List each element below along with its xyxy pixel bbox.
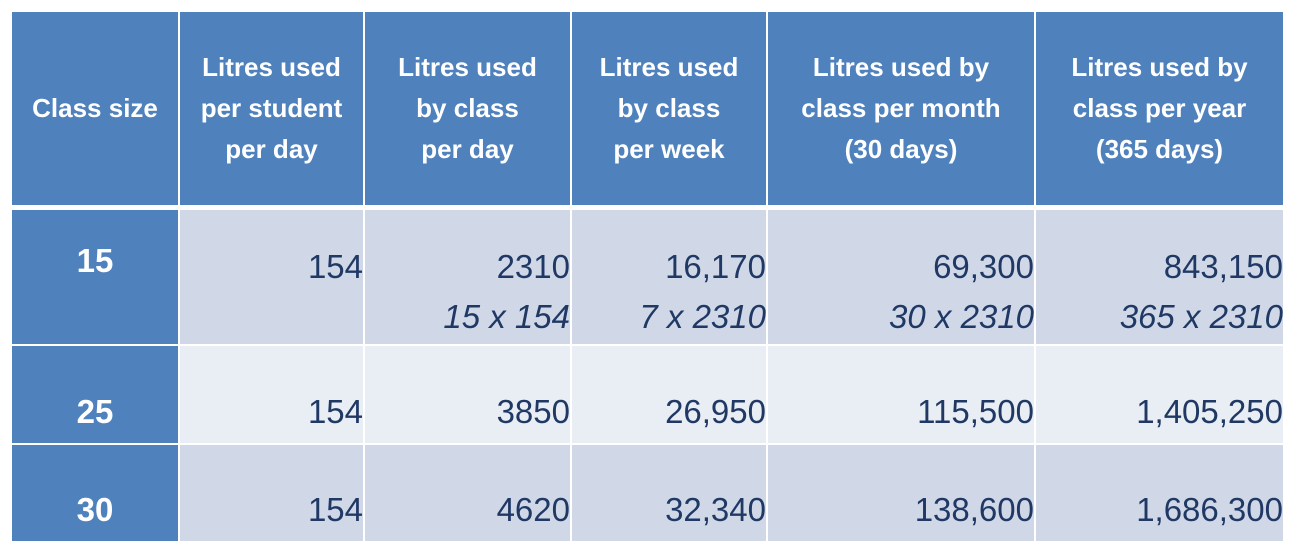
cell-value: 3850 <box>496 392 570 430</box>
value-cell: 26,950 <box>570 343 768 445</box>
value-cell: 138,600 <box>766 442 1036 543</box>
class-size: 15 <box>10 206 180 346</box>
value-cell: 154 <box>178 442 365 543</box>
cell-value: 154 <box>307 490 363 528</box>
table-row: 15 154 2310 15 x 154 16,170 7 x 2310 69,300 30 … <box>10 206 1285 346</box>
cell-value: 843,150 <box>1163 248 1283 285</box>
table-body: 15 154 2310 15 x 154 16,170 7 x 2310 69,300 30 … <box>10 206 1285 543</box>
table-row: 25 154 3850 26,950 115,500 1,405,250 <box>10 343 1285 445</box>
column-header: Litres used per student per day <box>178 10 365 210</box>
cell-value: 69,300 <box>933 248 1034 285</box>
cell-value: 154 <box>307 392 363 430</box>
cell-value: 32,340 <box>665 490 766 528</box>
cell-formula: 15 x 154 <box>443 298 570 335</box>
value-cell: 2310 15 x 154 <box>363 206 572 346</box>
cell-value: 4620 <box>496 490 570 528</box>
table-row: 30 154 4620 32,340 138,600 1,686,300 <box>10 442 1285 543</box>
cell-value: 1,405,250 <box>1136 392 1283 430</box>
value-cell: 4620 <box>363 442 572 543</box>
class-size: 30 <box>10 442 180 543</box>
cell-value: 16,170 <box>665 248 766 285</box>
value-cell: 1,405,250 <box>1034 343 1285 445</box>
header-row: Class size Litres used per student per da… <box>10 10 1285 210</box>
value-cell: 843,150 365 x 2310 <box>1034 206 1285 346</box>
value-cell: 154 <box>178 343 365 445</box>
value-cell: 69,300 30 x 2310 <box>766 206 1036 346</box>
column-header: Litres used by class per week <box>570 10 768 210</box>
value-cell: 32,340 <box>570 442 768 543</box>
cell-formula: 7 x 2310 <box>639 298 766 335</box>
column-header: Litres used by class per day <box>363 10 572 210</box>
cell-value: 115,500 <box>917 392 1034 430</box>
cell-value: 154 <box>307 248 363 285</box>
value-cell: 3850 <box>363 343 572 445</box>
value-cell: 1,686,300 <box>1034 442 1285 543</box>
class-size: 25 <box>10 343 180 445</box>
column-header: Litres used by class per year (365 days) <box>1034 10 1285 210</box>
cell-value: 26,950 <box>665 392 766 430</box>
value-cell: 154 <box>178 206 365 346</box>
column-header: Litres used by class per month (30 days) <box>766 10 1036 210</box>
cell-value: 1,686,300 <box>1136 490 1283 528</box>
table: Class size Litres used per student per da… <box>10 10 1285 543</box>
cell-formula: 365 x 2310 <box>1119 298 1283 335</box>
column-header: Class size <box>10 10 180 210</box>
cell-value: 2310 <box>496 248 570 285</box>
cell-value: 138,600 <box>914 490 1034 528</box>
cell-formula: 30 x 2310 <box>889 298 1034 335</box>
value-cell: 16,170 7 x 2310 <box>570 206 768 346</box>
value-cell: 115,500 <box>766 343 1036 445</box>
water-table: Class size Litres used per student per da… <box>10 10 1285 543</box>
